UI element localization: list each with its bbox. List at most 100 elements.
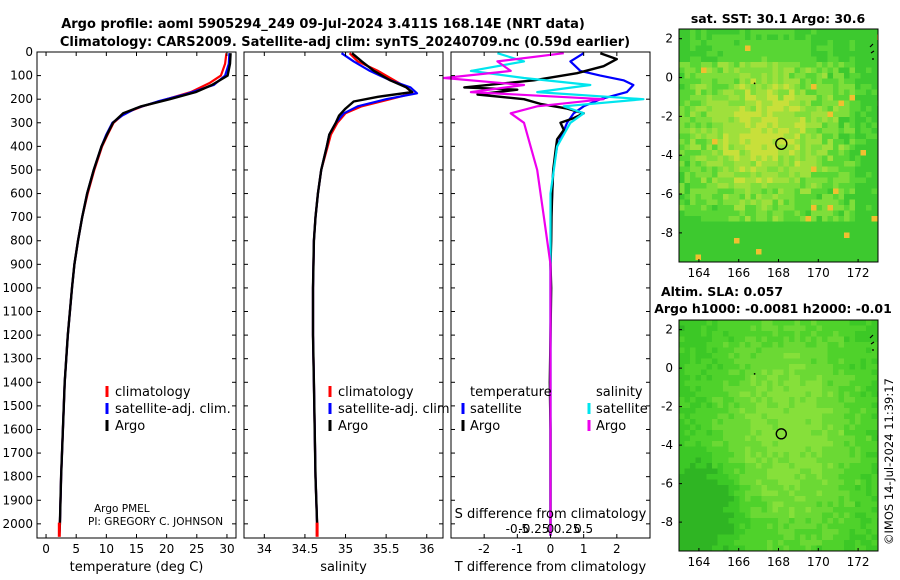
- map-cell: [761, 221, 768, 228]
- map-cell: [789, 430, 795, 436]
- map-cell: [827, 408, 834, 414]
- map-cell: [767, 468, 773, 475]
- map-cell: [690, 336, 696, 343]
- map-cell: [811, 358, 817, 365]
- map-cell: [739, 78, 746, 85]
- map-cell: [712, 325, 718, 332]
- map-cell: [745, 331, 751, 337]
- map-cell: [750, 419, 757, 425]
- map-cell: [794, 155, 801, 162]
- map-cell: [844, 155, 850, 162]
- map-cell: [822, 375, 828, 381]
- map-cell: [866, 430, 872, 436]
- map-cell: [767, 84, 773, 90]
- map-cell: [811, 40, 817, 46]
- map-cell: [717, 375, 724, 381]
- map-cell: [816, 260, 823, 263]
- map-cell: [745, 62, 751, 68]
- map-cell: [833, 73, 839, 79]
- map-cell: [827, 243, 834, 250]
- map-cell: [783, 446, 790, 453]
- map-cell: [684, 34, 691, 41]
- map-cell: [844, 221, 850, 228]
- map-cell: [734, 369, 740, 376]
- map-cell: [805, 479, 812, 486]
- map-cell: [739, 463, 746, 469]
- map-cell: [706, 331, 713, 337]
- map-cell: [833, 188, 839, 195]
- map-cell: [684, 452, 691, 458]
- map-cell: [756, 358, 762, 365]
- map-cell: [838, 254, 845, 261]
- map-cell: [712, 117, 718, 123]
- map-cell: [789, 369, 795, 376]
- map-cell: [794, 172, 801, 178]
- map-cell: [811, 391, 817, 398]
- map-cell: [712, 133, 718, 140]
- map-cell: [750, 485, 757, 491]
- map-cell: [838, 67, 845, 74]
- map-cell: [811, 188, 817, 195]
- map-cell: [723, 408, 729, 414]
- map-cell: [800, 40, 806, 46]
- map-cell: [767, 391, 773, 398]
- map-cell: [844, 364, 850, 370]
- map-cell: [750, 243, 757, 250]
- map-cell: [866, 441, 872, 447]
- map-cell: [794, 243, 801, 250]
- map-cell: [822, 95, 828, 101]
- map-cell: [756, 507, 762, 513]
- map-cell: [866, 51, 872, 57]
- x-tick-label: 34.5: [292, 542, 319, 556]
- map-cell: [706, 232, 713, 239]
- map-cell: [844, 260, 850, 263]
- map-cell: [717, 150, 724, 156]
- map-cell: [712, 424, 718, 431]
- map-cell: [822, 545, 828, 552]
- map-cell: [712, 507, 718, 513]
- map-cell: [750, 227, 757, 233]
- pi-line2: PI: GREGORY C. JOHNSON: [88, 516, 223, 528]
- map-cell: [866, 540, 872, 546]
- map-cell: [717, 518, 724, 524]
- map-cell: [695, 402, 702, 409]
- map-cell: [712, 238, 718, 244]
- map-cell: [794, 485, 801, 491]
- map-cell: [772, 380, 779, 387]
- map-cell: [745, 95, 751, 101]
- map-cell: [778, 210, 784, 217]
- map-cell: [838, 29, 845, 35]
- map-cell: [811, 369, 817, 376]
- map-cell: [761, 89, 768, 96]
- map-cell: [866, 496, 872, 502]
- map-cell: [761, 106, 768, 112]
- map-cell: [783, 188, 790, 195]
- map-cell: [701, 331, 707, 337]
- map-cell: [794, 161, 801, 167]
- map-cell: [827, 128, 834, 134]
- map-cell: [772, 133, 779, 140]
- map-cell: [822, 386, 828, 392]
- map-cell: [783, 89, 790, 96]
- map-cell: [811, 62, 817, 68]
- map-cell: [739, 397, 746, 403]
- map-cell: [756, 402, 762, 409]
- map-cell: [816, 386, 823, 392]
- map-cell: [811, 117, 817, 123]
- map-cell: [838, 496, 845, 502]
- map-cell: [772, 161, 779, 167]
- map-cell: [717, 194, 724, 200]
- map-cell: [750, 166, 757, 173]
- map-cell: [701, 29, 707, 35]
- map-cell: [866, 199, 872, 206]
- map-cell: [783, 369, 790, 376]
- map-cell: [734, 34, 740, 41]
- map-cell: [679, 122, 685, 129]
- map-cell: [833, 474, 839, 480]
- map-cell: [690, 485, 696, 491]
- map-cell: [866, 452, 872, 458]
- map-cell: [723, 150, 729, 156]
- map-cell: [745, 441, 751, 447]
- map-cell: [811, 336, 817, 343]
- map-cell: [684, 111, 691, 118]
